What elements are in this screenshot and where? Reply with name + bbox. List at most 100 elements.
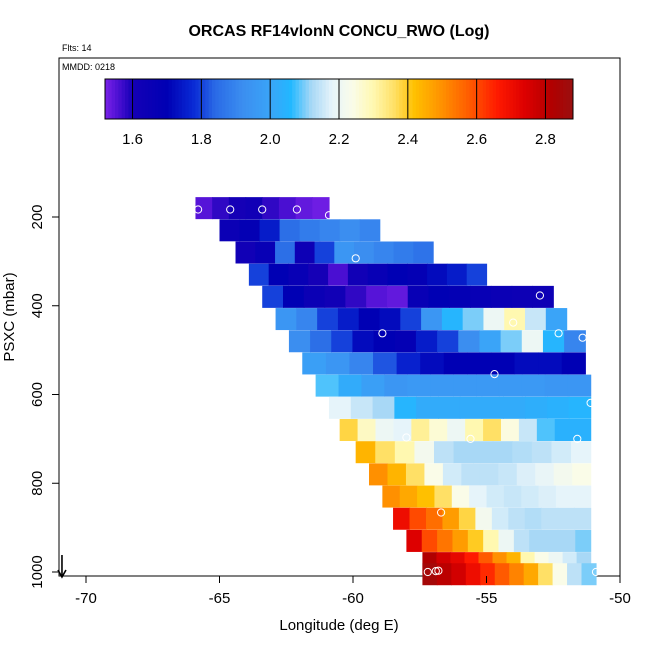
heatmap-cell <box>369 463 389 486</box>
heatmap-cell <box>475 507 493 530</box>
heatmap-cell <box>581 563 597 586</box>
heatmap-cell <box>405 463 426 486</box>
heatmap-cell <box>393 507 411 530</box>
colorbar-segment <box>325 79 330 119</box>
colorbar-segment <box>429 79 434 119</box>
colorbar-segment <box>312 79 317 119</box>
heatmap-cell <box>465 563 481 586</box>
heatmap-cell <box>500 419 520 441</box>
heatmap-cell <box>481 396 505 419</box>
heatmap-cell <box>386 285 409 308</box>
colorbar-segment <box>185 79 190 119</box>
colorbar-segment <box>225 79 230 119</box>
heatmap-cell <box>524 507 542 530</box>
colorbar-segment <box>539 79 544 119</box>
colorbar-segment <box>502 79 507 119</box>
flight-marker <box>554 329 563 338</box>
colorbar-segment <box>332 79 337 119</box>
colorbar-segment <box>365 79 370 119</box>
colorbar-segment <box>476 79 480 119</box>
heatmap-cell <box>312 197 330 220</box>
heatmap-cell <box>545 308 568 331</box>
heatmap-cell <box>449 285 471 308</box>
heatmap-cell <box>303 285 326 308</box>
heatmap-cell <box>559 529 576 552</box>
heatmap-cell <box>572 463 592 486</box>
heatmap-cell <box>328 396 352 419</box>
heatmap-cell <box>375 419 395 441</box>
heatmap-cell <box>268 263 290 286</box>
colorbar-segment <box>345 79 350 119</box>
heatmap-cell <box>469 485 488 508</box>
heatmap-cell <box>347 263 369 286</box>
heatmap-cell <box>338 374 363 397</box>
heatmap-cell <box>512 441 533 464</box>
colorbar-segment <box>442 79 447 119</box>
heatmap-cell <box>514 352 539 375</box>
x-axis: -70 -65 -60 -55 -50 <box>75 576 631 607</box>
colorbar-segment <box>399 79 404 119</box>
colorbar-segment <box>486 79 490 119</box>
colorbar-segment <box>252 79 256 119</box>
colorbar-segment <box>496 79 500 119</box>
heatmap-cell <box>288 330 311 353</box>
heatmap-cell <box>373 241 395 264</box>
heatmap-cell <box>442 507 460 530</box>
heatmap-cell <box>393 241 414 264</box>
heatmap-cell <box>567 563 583 586</box>
colorbar-segment <box>415 79 420 119</box>
colorbar-segment <box>265 79 270 119</box>
heatmap-cell <box>453 374 477 397</box>
colorbar-segment <box>155 79 159 119</box>
heatmap-cell <box>547 396 570 419</box>
colorbar-segment <box>562 79 567 119</box>
heatmap-cell <box>357 419 377 441</box>
heatmap-cell <box>288 263 309 286</box>
colorbar-segment <box>165 79 170 119</box>
heatmap-cell <box>295 197 313 220</box>
plot-frame <box>58 57 621 577</box>
flight-marker <box>509 318 518 327</box>
colorbar-segment <box>272 79 276 119</box>
heatmap-cell <box>248 263 270 286</box>
heatmap-cell <box>384 374 408 397</box>
flight-marker <box>423 567 432 577</box>
heatmap-cell <box>574 507 592 530</box>
heatmap-cell <box>442 463 462 486</box>
colorbar-segment <box>191 79 196 119</box>
heatmap-cell <box>458 330 481 353</box>
y-tick-label: 200 <box>29 204 46 229</box>
heatmap-cell <box>529 529 546 552</box>
colorbar-segment <box>228 79 233 119</box>
heatmap-cell <box>409 507 427 530</box>
colorbar-segment <box>158 79 163 119</box>
heatmap-cell <box>447 419 466 441</box>
heatmap-cell <box>239 219 261 242</box>
heatmap-cell <box>331 330 354 353</box>
flight-marker <box>226 205 235 214</box>
heatmap-cell <box>490 285 513 308</box>
colorbar-segment <box>349 79 353 119</box>
colorbar-tick-label: 2.0 <box>260 131 281 148</box>
heatmap-cells <box>195 197 597 586</box>
heatmap-cell <box>394 330 417 353</box>
heatmap-cell <box>473 441 494 464</box>
heatmap-cell <box>421 529 438 552</box>
heatmap-cell <box>302 352 327 375</box>
heatmap-cell <box>262 197 280 220</box>
heatmap-cell <box>195 197 213 220</box>
heatmap-cell <box>279 219 301 242</box>
colorbar-segment <box>335 79 340 119</box>
colorbar-segment <box>262 79 266 119</box>
heatmap-cell <box>538 352 563 375</box>
heatmap-cell <box>345 285 367 308</box>
heatmap-cell <box>275 308 297 331</box>
heatmap-cell <box>310 330 332 353</box>
heatmap-cell <box>406 529 423 552</box>
colorbar-segment <box>285 79 290 119</box>
flight-marker <box>351 254 360 263</box>
heatmap-cell <box>518 419 538 441</box>
colorbar-segment <box>556 79 561 119</box>
colorbar-segment <box>151 79 156 119</box>
